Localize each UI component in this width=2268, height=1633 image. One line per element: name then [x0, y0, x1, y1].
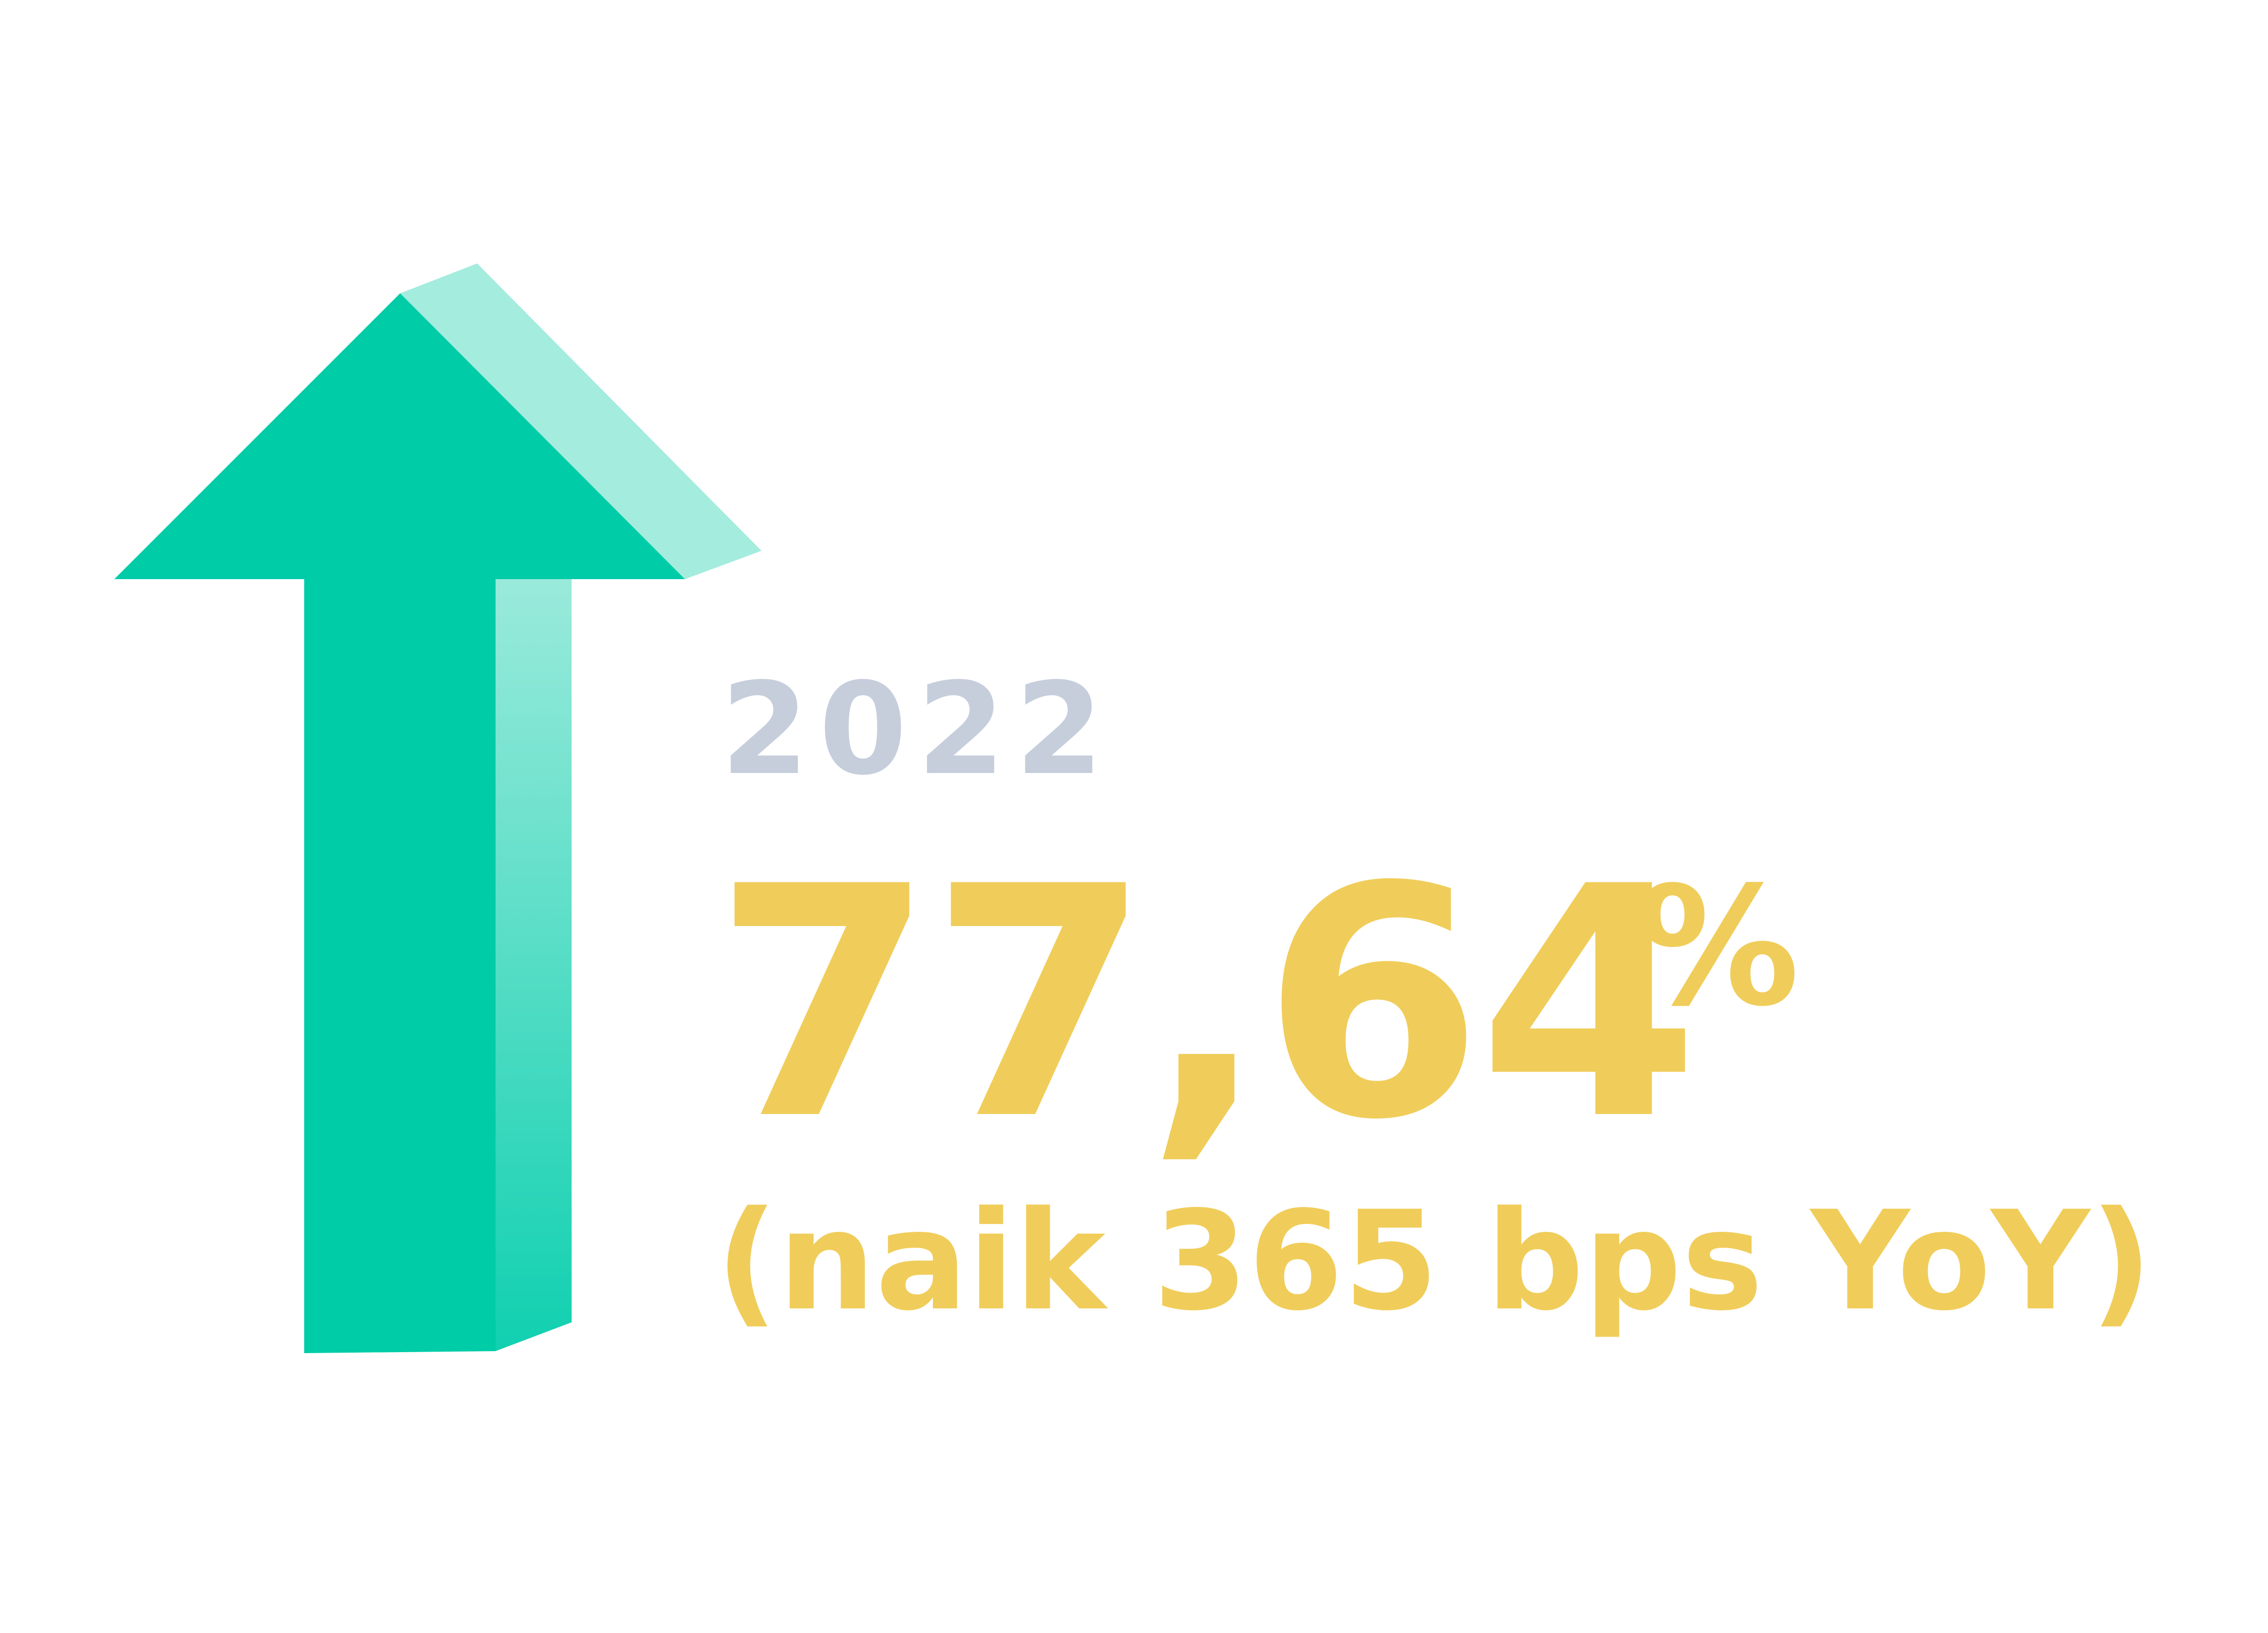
arrow-face — [114, 293, 685, 1353]
year-label: 2022 — [721, 656, 1113, 803]
arrow-head-bevel — [400, 263, 761, 579]
change-note: (naik 365 bps YoY) — [716, 1182, 2153, 1341]
percentage-value: 77,64 — [713, 819, 1699, 1189]
percent-sign: % — [1635, 852, 1800, 1042]
arrow-shaft-side — [496, 579, 572, 1351]
